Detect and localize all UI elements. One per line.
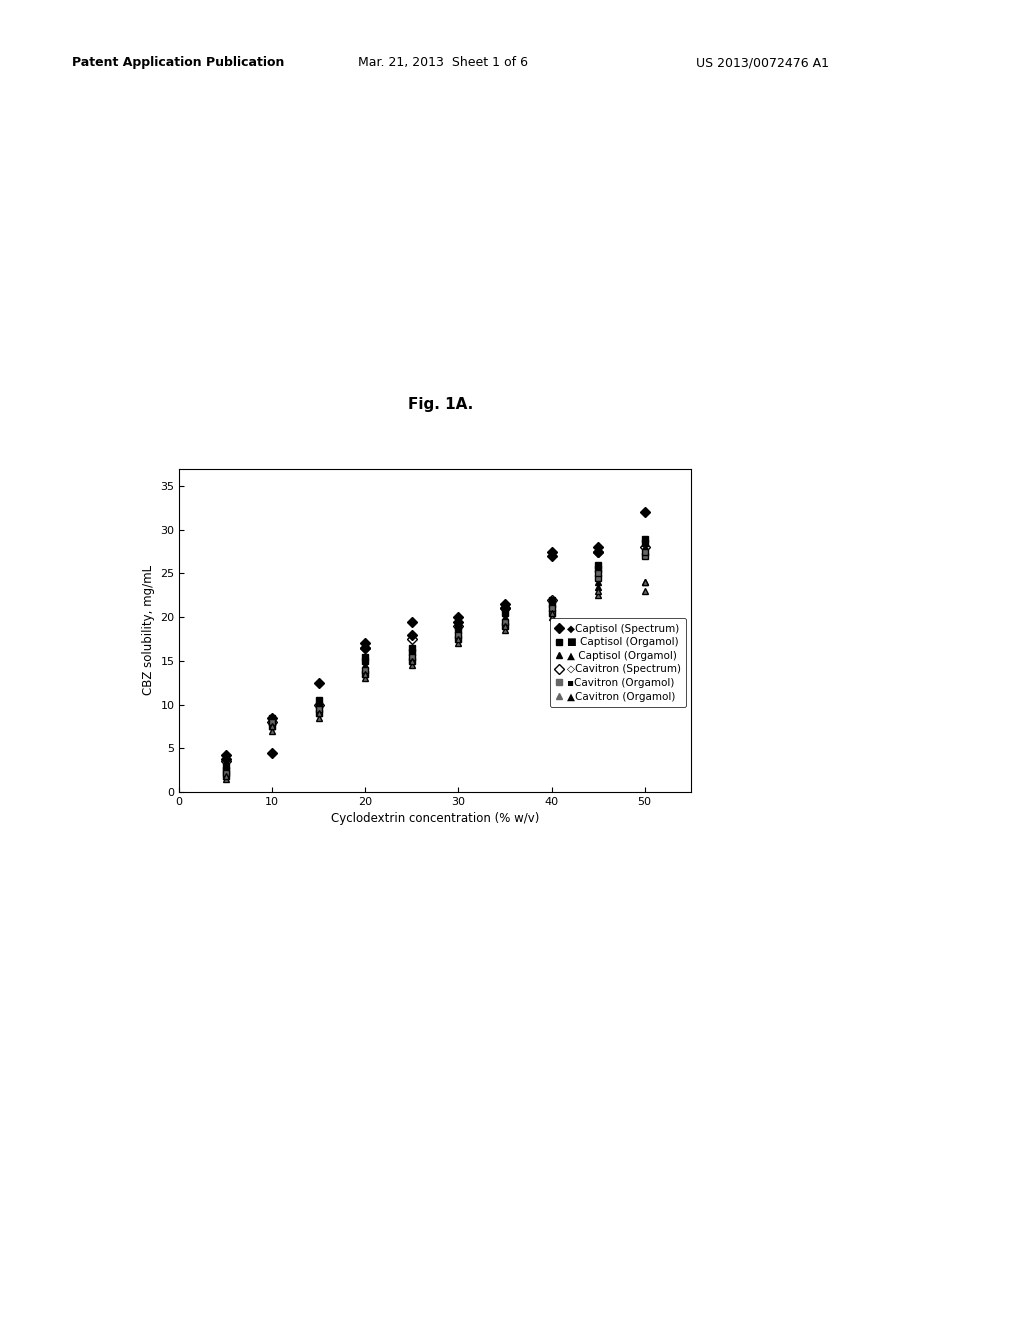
- Text: Fig. 1A.: Fig. 1A.: [408, 397, 473, 412]
- Text: Patent Application Publication: Patent Application Publication: [72, 55, 284, 69]
- Y-axis label: CBZ solubility, mg/mL: CBZ solubility, mg/mL: [141, 565, 155, 696]
- Text: Mar. 21, 2013  Sheet 1 of 6: Mar. 21, 2013 Sheet 1 of 6: [358, 55, 528, 69]
- Legend: ◆Captisol (Spectrum), ■ Captisol (Orgamol), ▲ Captisol (Orgamol), ◇Cavitron (Spe: ◆Captisol (Spectrum), ■ Captisol (Orgamo…: [550, 618, 686, 708]
- X-axis label: Cyclodextrin concentration (% w/v): Cyclodextrin concentration (% w/v): [331, 812, 540, 825]
- Text: US 2013/0072476 A1: US 2013/0072476 A1: [696, 55, 829, 69]
